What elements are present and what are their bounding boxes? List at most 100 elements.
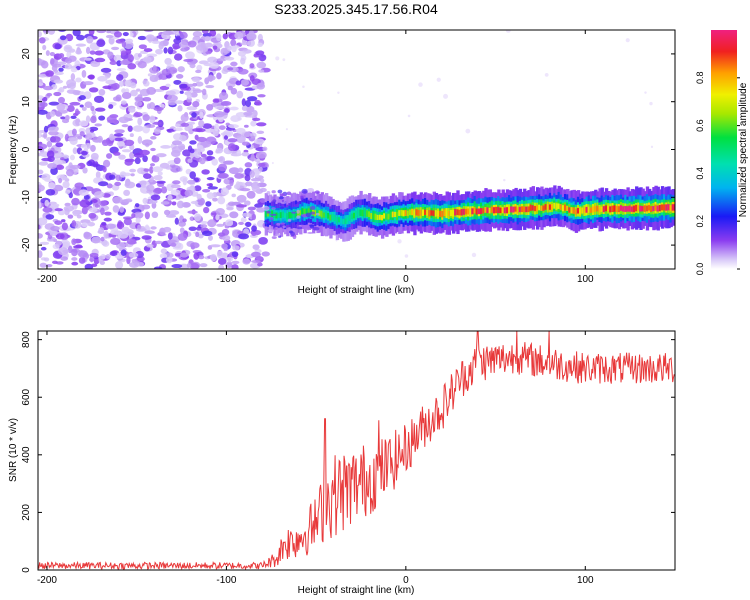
spectrogram-noise-cell <box>68 82 76 90</box>
spectrogram-noise-cell <box>121 88 127 94</box>
spectrogram-noise-cell <box>165 83 171 88</box>
spectrogram-track-cell <box>454 208 458 216</box>
spectrogram-track-cell <box>520 206 525 213</box>
spectrogram-noise-cell <box>72 209 80 217</box>
spectrogram-track-cell <box>310 211 316 215</box>
spectrogram-noise-cell <box>231 193 236 198</box>
spectrogram-noise-cell <box>81 106 87 111</box>
spectrogram-track-cell <box>482 208 486 214</box>
spectrogram-noise-cell <box>179 90 184 94</box>
spectrogram-noise-cell <box>40 60 49 69</box>
spectrogram-track-cell <box>591 206 596 213</box>
spectrogram-noise-cell <box>235 80 242 86</box>
spectrogram-track-cell <box>611 205 615 213</box>
spectrogram-noise-cell <box>222 160 234 165</box>
spectrogram-noise-cell <box>81 69 87 78</box>
spectrogram-noise-cell <box>90 144 96 152</box>
spectrogram-track-cell <box>361 209 365 217</box>
spectrogram-track-cell <box>322 212 327 218</box>
spectrogram-noise-cell <box>64 63 73 70</box>
spectrogram-noise-cell <box>74 182 84 189</box>
spectrogram-noise-cell <box>80 143 88 149</box>
spectrogram-noise-cell <box>77 136 83 140</box>
spectrogram-noise-cell <box>137 224 142 230</box>
spectrogram-noise-cell <box>146 87 157 95</box>
spectrogram-noise-cell <box>180 122 190 127</box>
spectrogram-y-ticks: -20 -10 0 10 20 <box>21 48 675 252</box>
spectrogram-track-cell <box>602 206 607 213</box>
spectrogram-noise-cell <box>98 115 106 121</box>
spectrogram-track-cell <box>471 208 475 215</box>
spectrogram-noise-cell <box>129 151 135 159</box>
spectrogram-noise-cell <box>48 182 56 190</box>
spectrogram-track-cell <box>288 211 292 219</box>
spectrogram-noise-cell <box>106 30 111 34</box>
spectrogram-noise-cell <box>240 217 247 223</box>
spectrogram-noise-cell <box>52 63 62 68</box>
spectrogram-noise-cell <box>112 205 120 213</box>
spectrogram-noise-cell <box>58 86 65 93</box>
spectrogram-noise-cell <box>397 239 402 244</box>
spectrogram-noise-cell <box>190 91 198 98</box>
spectrogram-noise-cell <box>120 100 127 105</box>
spectrogram-noise-cell <box>75 43 87 47</box>
spectrogram-noise-cell <box>198 254 205 260</box>
spectrogram-noise-cell <box>234 172 244 179</box>
spectrogram-noise-cell <box>55 240 62 246</box>
spectrogram-noise-cell <box>227 143 236 152</box>
spectrogram-noise-cell <box>190 200 199 205</box>
spectrogram-noise-cell <box>191 112 197 118</box>
spectrogram-track-cell <box>503 207 508 214</box>
spectrogram-noise-cell <box>215 33 222 42</box>
spectrogram-track-cell <box>604 205 609 212</box>
spectrogram-noise-cell <box>131 212 136 219</box>
spectrogram-noise-cell <box>71 257 78 261</box>
spectrogram-track-cell <box>292 211 297 218</box>
spectrogram-noise-cell <box>153 174 163 181</box>
spectrogram-noise-cell <box>133 211 144 219</box>
spectrogram-noise-cell <box>152 65 157 73</box>
spectrogram-noise-cell <box>80 219 91 224</box>
spectrogram-noise-cell <box>188 226 197 231</box>
spectrogram-noise-cell <box>147 73 153 77</box>
spectrogram-noise-cell <box>172 46 179 50</box>
spectrogram-noise-cell <box>51 260 58 265</box>
spectrogram-noise-cell <box>121 124 129 128</box>
spectrogram-track-cell <box>510 206 514 213</box>
spectrogram-noise-cell <box>101 221 107 226</box>
spectrogram-noise-cell <box>170 189 181 196</box>
spectrogram-noise-cell <box>108 174 116 180</box>
spectrogram-track-cell <box>632 205 637 213</box>
spectrogram-noise-cell <box>238 233 250 240</box>
spectrogram-noise-cell <box>72 30 81 37</box>
spectrogram-noise-cell <box>156 180 166 184</box>
spectrogram-noise-cell <box>240 42 250 46</box>
spectrogram-noise-cell <box>165 214 177 218</box>
spectrogram-track-cell <box>650 206 654 212</box>
spectrogram-noise-cell <box>57 247 69 256</box>
spectrogram-noise-cell <box>43 257 50 262</box>
spectrogram-track-cell <box>477 208 482 215</box>
spectrogram-track-cell <box>370 213 374 220</box>
spectrogram-track-cell <box>480 208 484 215</box>
spectrogram-noise-cell <box>137 53 142 58</box>
spectrogram-track-cell <box>309 205 316 210</box>
spectrogram-track-cell <box>264 219 269 223</box>
spectrogram-noise-cell <box>83 194 90 200</box>
spectrogram-noise-cell <box>172 180 181 185</box>
spectrogram-noise-cell <box>101 139 109 147</box>
spectrogram-noise-cell <box>46 92 53 97</box>
spectrogram-noise-cell <box>81 222 88 228</box>
spectrogram-noise-cell <box>194 213 202 222</box>
spectrogram-track-cell <box>434 210 439 217</box>
spectrogram-noise-cell <box>192 101 200 108</box>
spectrogram-noise-cell <box>150 147 156 152</box>
spectrogram-noise-cell <box>62 181 70 189</box>
spectrogram-noise-cell <box>127 54 134 63</box>
spectrogram-noise-cell <box>81 150 88 156</box>
spectrogram-noise-cell <box>239 188 251 192</box>
spectrogram-noise-cell <box>160 201 170 205</box>
spectrogram-track-cell <box>296 209 300 214</box>
spectrogram-noise-cell <box>60 116 66 120</box>
spectrogram-noise-cell <box>187 158 193 163</box>
